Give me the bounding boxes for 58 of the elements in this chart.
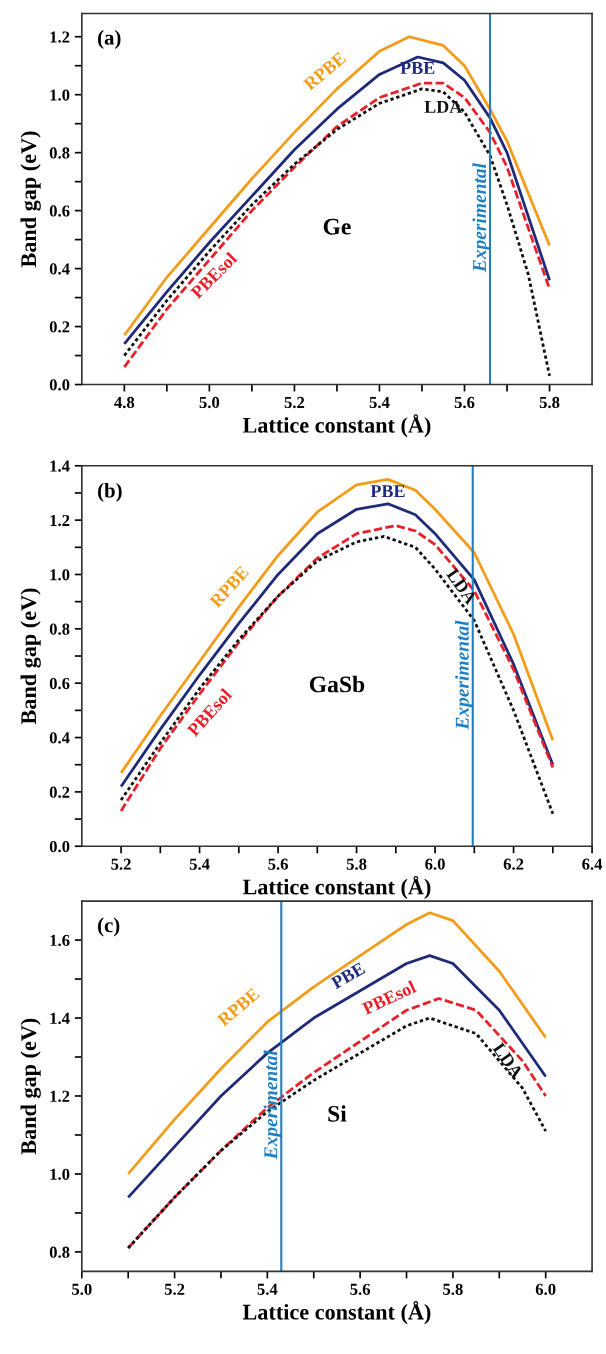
y-tick-label: 1.2 bbox=[50, 1090, 70, 1103]
x-tick-label: 5.4 bbox=[257, 1283, 278, 1296]
series-label: PBE bbox=[400, 62, 435, 74]
y-tick-label: 0.4 bbox=[49, 732, 70, 744]
x-tick-label: 5.8 bbox=[539, 396, 560, 409]
y-tick-label: 1.2 bbox=[50, 31, 70, 43]
x-tick-label: 6.0 bbox=[535, 1283, 556, 1296]
y-tick-label: 1.0 bbox=[50, 1168, 70, 1180]
x-tick-label: 5.8 bbox=[443, 1283, 463, 1296]
y-tick-label: 0.0 bbox=[49, 840, 70, 853]
y-tick-label: 0.8 bbox=[49, 147, 70, 159]
x-tick-label: 5.2 bbox=[284, 396, 305, 409]
annotation: Si bbox=[328, 1105, 347, 1122]
x-axis-title: Lattice constant (Å) bbox=[242, 1301, 431, 1325]
y-tick-label: 0.4 bbox=[49, 263, 70, 275]
ref-line-label: Experimental bbox=[472, 163, 491, 273]
line-series bbox=[126, 954, 548, 1199]
x-tick-label: 6.4 bbox=[582, 858, 603, 870]
x-tick-label: 5.0 bbox=[199, 396, 220, 409]
annotation: (c) bbox=[98, 917, 120, 937]
x-axis-title: Lattice constant (Å) bbox=[242, 875, 431, 899]
y-axis-title: Band gap (eV) bbox=[20, 1018, 41, 1155]
y-tick-label: 1.6 bbox=[50, 934, 70, 947]
y-tick-label: 0.8 bbox=[49, 623, 70, 635]
y-tick-label: 0.8 bbox=[49, 1246, 70, 1258]
ref-line-label: Experimental bbox=[455, 620, 473, 730]
annotation: (a) bbox=[98, 30, 121, 49]
x-tick-label: 5.0 bbox=[72, 1283, 92, 1296]
y-tick-label: 1.0 bbox=[50, 89, 70, 101]
series-label: PBE bbox=[370, 485, 405, 498]
x-tick-label: 4.8 bbox=[114, 396, 135, 409]
x-tick-label: 5.8 bbox=[346, 858, 367, 870]
y-tick-label: 0.6 bbox=[49, 677, 70, 690]
y-axis-title: Band gap (eV) bbox=[20, 588, 41, 725]
y-tick-label: 1.0 bbox=[50, 569, 70, 581]
y-tick-label: 0.2 bbox=[49, 321, 70, 333]
x-axis-title: Lattice constant (Å) bbox=[242, 414, 431, 438]
annotation: GaSb bbox=[309, 675, 365, 693]
y-tick-label: 1.2 bbox=[50, 514, 70, 527]
x-tick-label: 6.0 bbox=[425, 858, 445, 870]
y-tick-label: 1.4 bbox=[50, 460, 70, 472]
y-axis-title: Band gap (eV) bbox=[20, 131, 41, 268]
x-tick-label: 5.2 bbox=[164, 1283, 185, 1296]
ref-line-label: Experimental bbox=[263, 1050, 282, 1160]
y-tick-label: 0.2 bbox=[49, 786, 70, 798]
x-tick-label: 5.4 bbox=[369, 396, 390, 409]
y-tick-label: 0.0 bbox=[49, 379, 70, 391]
annotation: (b) bbox=[98, 482, 122, 502]
x-tick-label: 5.6 bbox=[268, 858, 288, 870]
y-tick-label: 0.6 bbox=[49, 205, 70, 217]
x-tick-label: 5.2 bbox=[111, 858, 131, 870]
y-tick-label: 1.4 bbox=[50, 1012, 70, 1025]
x-tick-label: 5.4 bbox=[189, 858, 210, 870]
x-tick-label: 5.6 bbox=[350, 1283, 371, 1296]
annotation: Ge bbox=[323, 218, 351, 235]
x-tick-label: 5.6 bbox=[454, 396, 475, 409]
line-series bbox=[126, 911, 548, 1176]
x-tick-label: 6.2 bbox=[503, 858, 524, 870]
